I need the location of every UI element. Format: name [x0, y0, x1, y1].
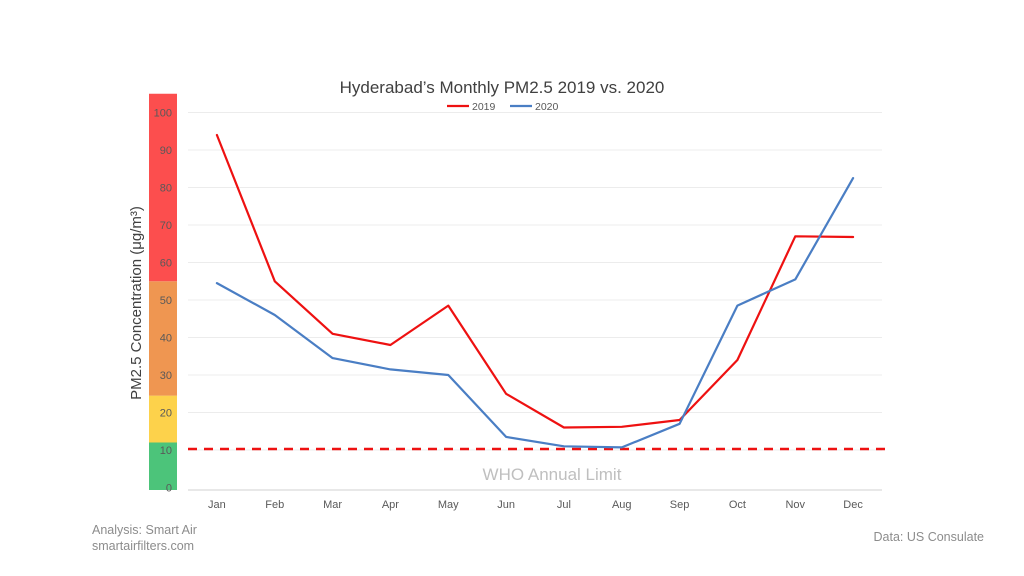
x-tick-labels: Jan Feb Mar Apr May Jun Jul Aug Sep Oct Nov Dec: [208, 499, 863, 511]
chart-title: Hyderabad’s Monthly PM2.5 2019 vs. 2020: [340, 78, 665, 97]
legend-label-2020: 2020: [535, 101, 559, 113]
x-tick-label: Mar: [323, 499, 342, 511]
y-tick-label: 60: [160, 258, 172, 270]
y-tick-label: 20: [160, 408, 172, 420]
credit-analysis-block: Analysis: Smart Air smartairfilters.com: [92, 522, 197, 554]
y-tick-label: 40: [160, 333, 172, 345]
x-tick-label: Feb: [265, 499, 284, 511]
x-tick-label: Dec: [843, 499, 863, 511]
aqi-band-0: [149, 442, 177, 490]
credit-site: smartairfilters.com: [92, 539, 195, 553]
gridlines: [188, 112, 882, 491]
aqi-band-2: [149, 281, 177, 396]
x-tick-label: May: [438, 499, 459, 511]
aqi-band-1: [149, 395, 177, 443]
y-tick-label: 100: [154, 108, 172, 120]
aqi-band-3: [149, 93, 177, 282]
y-axis-label: PM2.5 Concentration (μg/m³): [128, 206, 145, 400]
x-tick-label: Sep: [670, 499, 690, 511]
x-tick-label: Nov: [785, 499, 805, 511]
legend-label-2019: 2019: [472, 101, 496, 113]
credit-data-source: Data: US Consulate: [873, 530, 984, 544]
y-tick-label: 70: [160, 220, 172, 232]
series-line-2020: [215, 177, 855, 449]
aqi-color-bands: [149, 93, 177, 490]
y-tick-label: 10: [160, 445, 172, 457]
y-tick-label: 90: [160, 145, 172, 157]
x-tick-label: Jan: [208, 499, 226, 511]
who-limit-group: WHO Annual Limit: [188, 447, 889, 484]
x-tick-label: Aug: [612, 499, 632, 511]
who-limit-label: WHO Annual Limit: [483, 465, 622, 484]
x-tick-label: Jun: [497, 499, 515, 511]
credit-analysis: Analysis: Smart Air: [92, 523, 197, 537]
y-tick-labels: 0 10 20 30 40 50 60 70 80 90 100: [154, 108, 172, 495]
y-tick-label: 30: [160, 370, 172, 382]
legend: 2019 2020: [447, 101, 559, 113]
x-tick-label: Oct: [729, 499, 746, 511]
x-tick-label: Jul: [557, 499, 571, 511]
y-tick-label: 50: [160, 295, 172, 307]
series-lines: [215, 133, 855, 449]
y-tick-label: 80: [160, 183, 172, 195]
x-tick-label: Apr: [382, 499, 399, 511]
y-tick-label: 0: [166, 483, 172, 495]
series-line-2019: [215, 133, 855, 429]
